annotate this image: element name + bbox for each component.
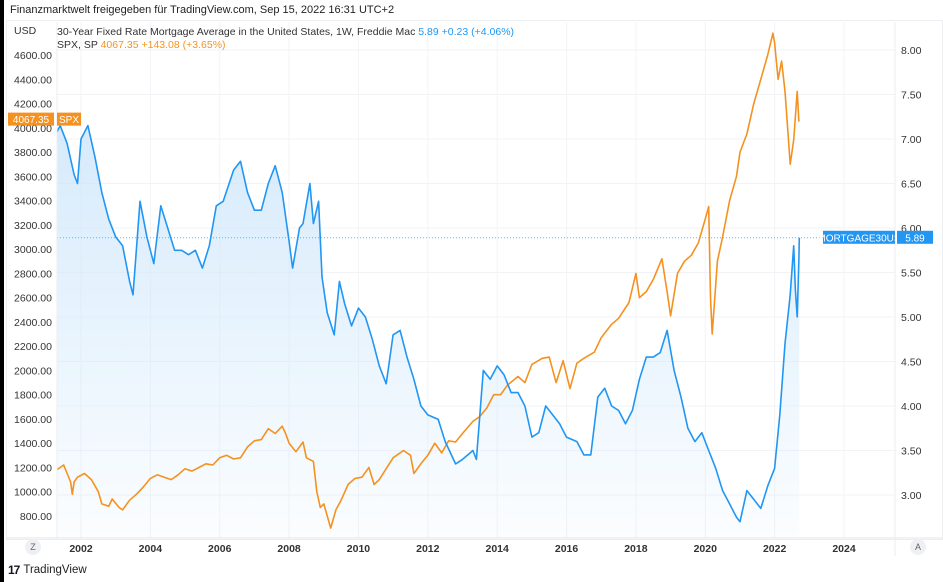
left-axis-tick-label: 3600.00 (14, 171, 52, 183)
left-axis-tick-label: 3200.00 (14, 220, 52, 232)
legend-mortgage-value: 5.89 (418, 26, 439, 38)
time-axis[interactable]: 2002 2004 2006 2008 2010 2012 2014 2016 2018 2020… (69, 543, 856, 555)
left-axis-tick-label: 4400.00 (14, 74, 52, 86)
left-axis-tick-label: 1200.00 (14, 462, 52, 474)
left-axis-tick-label: 2600.00 (14, 293, 52, 305)
time-axis-tick-label: 2002 (69, 543, 93, 555)
price-tags: 4067.35 SPX MORTGAGE30US 5.89 (8, 112, 933, 244)
legend-spx-value: 4067.35 (100, 39, 139, 51)
right-axis-tick-label: 5.50 (901, 268, 922, 280)
time-axis-tick-label: 2024 (832, 543, 856, 555)
mortgage-line[interactable] (46, 124, 801, 523)
left-axis[interactable]: 4600.00 4400.00 4200.00 4000.00 3800.00 3600.… (14, 50, 52, 523)
mortgage-symbol-tag (823, 230, 895, 244)
left-axis-tick-label: 4000.00 (14, 123, 52, 135)
left-axis-tick-label: 1800.00 (14, 390, 52, 402)
left-axis-tick-label: 3800.00 (14, 147, 52, 159)
spx-price-tag (8, 112, 54, 126)
legend-spx[interactable]: SPX, SP 4067.35 +143.08 (+3.65%) (57, 39, 226, 51)
currency-label: USD (14, 25, 37, 37)
left-axis-tick-label: 2000.00 (14, 365, 52, 377)
right-axis-tick-label: 3.50 (901, 446, 922, 458)
time-axis-tick-label: 2022 (763, 543, 787, 555)
right-axis-tick-label: 4.50 (901, 357, 922, 369)
right-axis-tick-label: 8.00 (901, 45, 922, 57)
time-axis-tick-label: 2014 (486, 543, 510, 555)
right-axis-tick-label: 5.00 (901, 312, 922, 324)
legend-spx-title: SPX, SP (57, 39, 98, 51)
right-axis-tick-label: 3.00 (901, 490, 922, 502)
spx-symbol-tag (57, 112, 81, 126)
spx-price-tag-value: 4067.35 (13, 115, 50, 126)
right-axis-auto-button[interactable]: A (910, 539, 926, 555)
mortgage-area-fill (57, 125, 800, 538)
left-axis-tick-label: 1000.00 (14, 487, 52, 499)
time-axis-tick-label: 2010 (347, 543, 371, 555)
legend-mortgage-change: +0.23 (+4.06%) (441, 26, 515, 38)
share-caption: Finanzmarktwelt freigegeben für TradingV… (10, 4, 395, 16)
legend-mortgage[interactable]: 30-Year Fixed Rate Mortgage Average in t… (57, 26, 514, 38)
left-axis-tick-label: 3400.00 (14, 196, 52, 208)
spx-symbol-tag-label: SPX (59, 115, 79, 126)
time-axis-tick-label: 2006 (208, 543, 232, 555)
footer: 17 TradingView (8, 563, 87, 577)
right-axis-tick-label: 7.50 (901, 90, 922, 102)
mortgage-price-tag (897, 230, 933, 244)
mortgage-price-tag-value: 5.89 (905, 233, 925, 244)
left-axis-tick-label: 3000.00 (14, 244, 52, 256)
left-axis-tick-label: 1600.00 (14, 414, 52, 426)
time-axis-tick-label: 2020 (694, 543, 718, 555)
time-axis-tick-label: 2012 (416, 543, 440, 555)
right-axis-tick-label: 7.00 (901, 134, 922, 146)
left-axis-tick-label: 4200.00 (14, 99, 52, 111)
time-axis-tick-label: 2008 (277, 543, 301, 555)
mortgage-symbol-tag-label: MORTGAGE30US (817, 233, 900, 244)
footer-brand: TradingView (23, 564, 87, 576)
tradingview-logo-icon: 17 (8, 563, 20, 577)
time-axis-tick-label: 2018 (624, 543, 648, 555)
time-axis-tick-label: 2004 (139, 543, 163, 555)
spx-line[interactable] (46, 32, 800, 529)
right-axis-tick-label: 4.00 (901, 401, 922, 413)
left-axis-tick-label: 800.00 (20, 511, 52, 523)
left-axis-tick-label: 2800.00 (14, 268, 52, 280)
left-axis-tick-label: 2400.00 (14, 317, 52, 329)
legend-mortgage-title: 30-Year Fixed Rate Mortgage Average in t… (57, 26, 416, 38)
time-axis-tick-label: 2016 (555, 543, 579, 555)
right-axis-tick-label: 6.50 (901, 179, 922, 191)
legend-spx-change: +143.08 (+3.65%) (141, 39, 226, 51)
left-axis-auto-button[interactable]: Z (25, 539, 41, 555)
right-axis[interactable]: 8.007.507.006.506.005.505.004.504.003.50… (901, 45, 922, 502)
left-axis-tick-label: 4600.00 (14, 50, 52, 62)
left-axis-tick-label: 1400.00 (14, 438, 52, 450)
left-axis-tick-label: 2200.00 (14, 341, 52, 353)
